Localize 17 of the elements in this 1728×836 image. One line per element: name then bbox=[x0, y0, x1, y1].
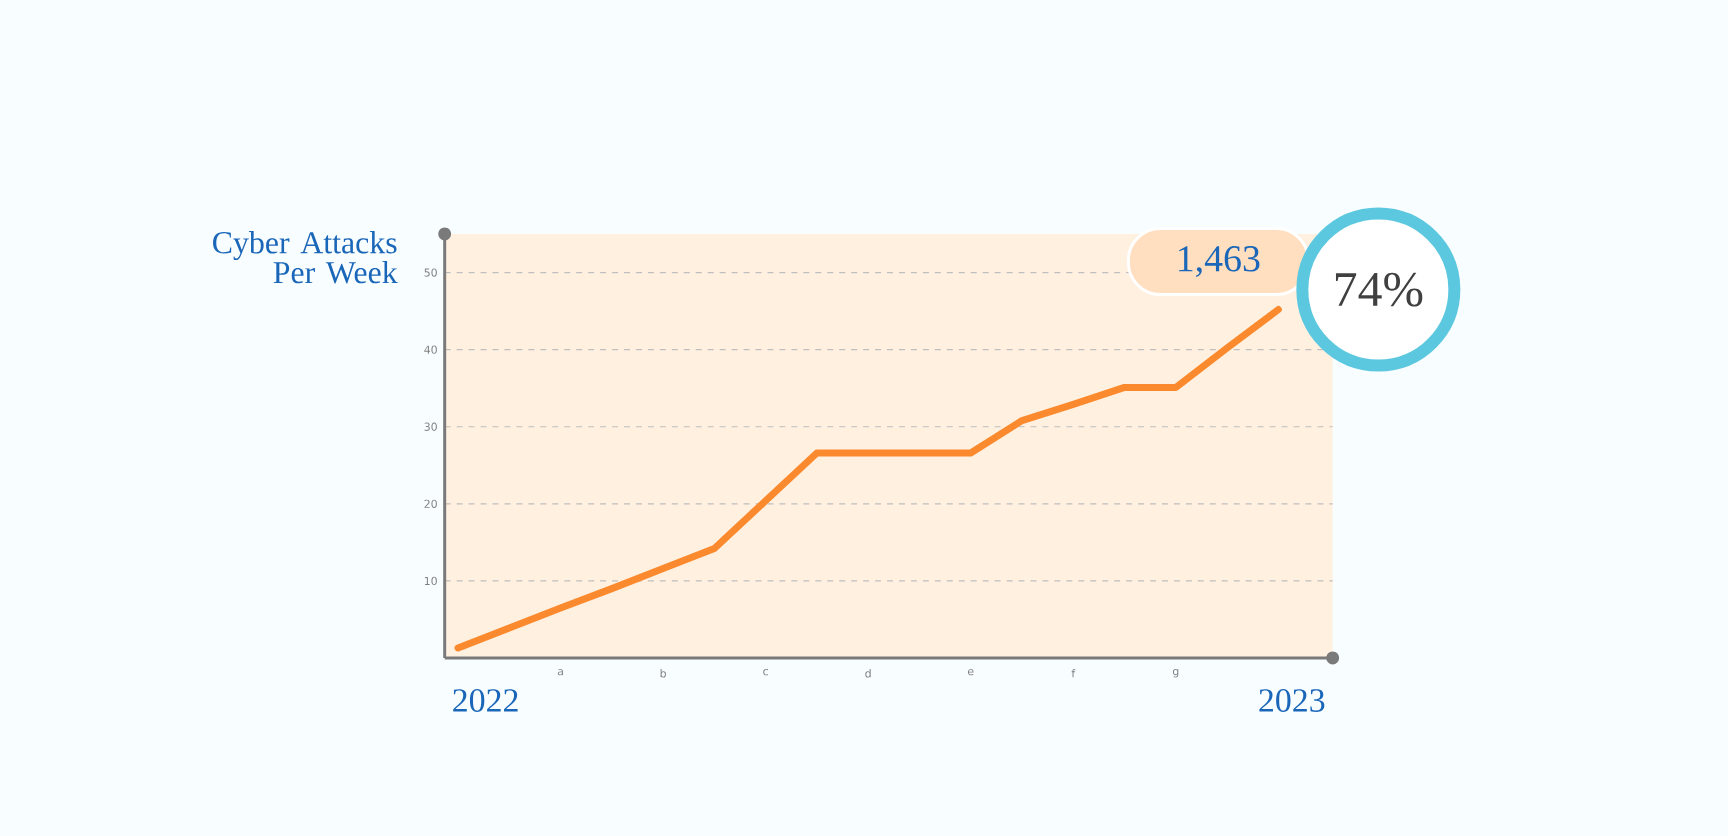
text: 74% bbox=[1335, 272, 1423, 307]
y-tick-label: 50 bbox=[424, 268, 437, 277]
x-tick-label: g bbox=[1172, 669, 1179, 678]
y-tick-label: 40 bbox=[424, 345, 437, 354]
x-tick-label: f bbox=[1071, 669, 1076, 678]
y-tick-label: 10 bbox=[424, 576, 437, 586]
text: 2022 bbox=[453, 689, 518, 712]
annotation: 1,463 bbox=[1179, 246, 1260, 277]
x-tick-label: b bbox=[660, 669, 666, 678]
text: 2023 bbox=[1259, 689, 1325, 712]
y-axis-title: Cyber Attacks Per Week bbox=[213, 231, 398, 284]
x-tick-label: c bbox=[763, 669, 768, 676]
x-tick-label: d bbox=[865, 669, 871, 678]
x-tick-label: a bbox=[557, 669, 563, 676]
y-tick-label: 30 bbox=[424, 422, 437, 431]
x-tick-label: e bbox=[967, 669, 974, 676]
y-tick-label: 20 bbox=[424, 499, 437, 508]
